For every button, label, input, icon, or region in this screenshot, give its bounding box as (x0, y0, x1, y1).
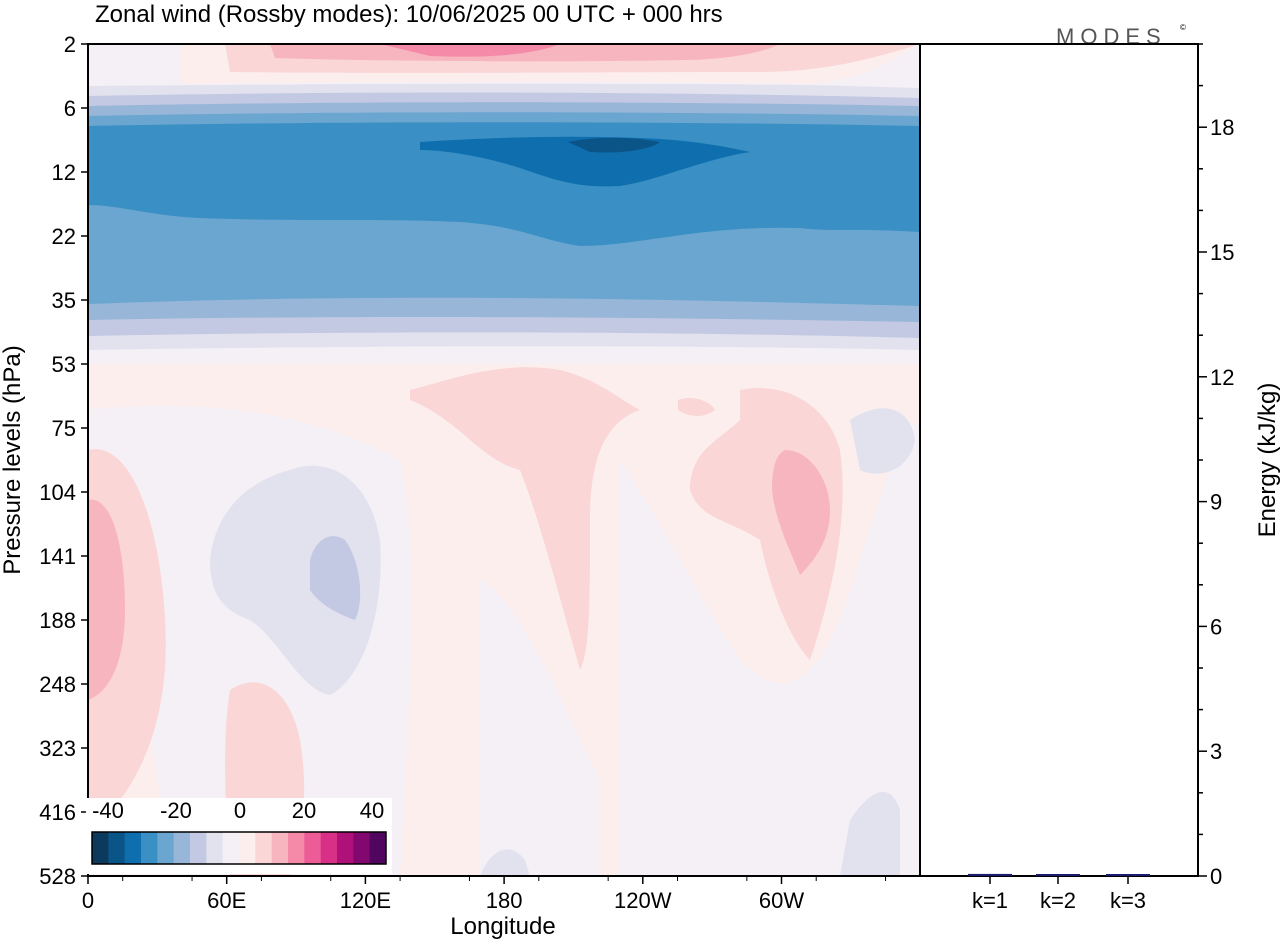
y-tick-label: 53 (52, 352, 76, 377)
y-axis-title: Pressure levels (hPa) (0, 345, 26, 574)
blob-easterly-120E (210, 465, 381, 695)
bar-y-tick-label: 18 (1210, 115, 1234, 140)
colorbar-cell (288, 832, 305, 864)
modes-logo: MODES (1056, 24, 1167, 49)
colorbar-cell (337, 832, 354, 864)
bar-series: k=1 k=2 k=3 (968, 873, 1150, 913)
colorbar-cell (271, 832, 289, 864)
colorbar-label: 20 (292, 798, 316, 823)
colorbar-label: -20 (160, 798, 192, 823)
colorbar-cell (222, 832, 240, 864)
registered-mark: © (1180, 23, 1186, 32)
colorbar-cell (124, 832, 142, 864)
colorbar-label: 0 (234, 798, 246, 823)
colorbar-cell (369, 832, 387, 864)
lobe-westerly-small (678, 398, 715, 416)
y-tick-label: 188 (39, 608, 76, 633)
region-weak-easterly-south (480, 580, 600, 876)
colorbar-cell (206, 832, 224, 864)
x-tick-label: 180 (486, 888, 523, 913)
blob-easterly-lower-east (840, 791, 900, 876)
y-tick-label: 248 (39, 672, 76, 697)
colorbar-cell (320, 832, 338, 864)
heatmap-panel (88, 44, 920, 876)
lobe-westerly-60W (690, 388, 843, 660)
bar-category-label: k=1 (972, 888, 1008, 913)
x-tick-label: 120E (340, 888, 391, 913)
lobe-westerly-180 (410, 367, 640, 670)
bar-y-tick-label: 6 (1210, 614, 1222, 639)
colorbar-cell (353, 832, 371, 864)
y-tick-label: 323 (39, 736, 76, 761)
energy-axis-title: Energy (kJ/kg) (1254, 383, 1280, 538)
bar-k=1 (968, 873, 1012, 876)
bar-y-tick-label: 3 (1210, 739, 1222, 764)
x-axis-title: Longitude (450, 913, 555, 940)
blob-easterly-120E-core (310, 536, 361, 620)
strat-band-core (568, 137, 660, 153)
bar-y-axis: 0 3 6 9 12 15 18 (1198, 43, 1234, 889)
y-tick-label: 22 (52, 224, 76, 249)
y-tick-label: 35 (52, 288, 76, 313)
bar-y-tick-label: 15 (1210, 240, 1234, 265)
lobe-westerly-60W-core (772, 450, 830, 575)
y-tick-label: 6 (64, 96, 76, 121)
strat-band-6 (420, 136, 750, 187)
y-tick-label: 75 (52, 416, 76, 441)
colorbar-cell (141, 832, 158, 864)
blob-easterly-lower-180 (480, 849, 530, 876)
colorbar-label: -40 (92, 798, 124, 823)
bar-k=3 (1106, 874, 1150, 876)
chart-title: Zonal wind (Rossby modes): 10/06/2025 00… (95, 1, 723, 28)
colorbar-cell (173, 832, 191, 864)
bar-k=2 (1036, 874, 1080, 876)
colorbar: -40 -20 0 20 40 (86, 798, 392, 874)
colorbar-frame (91, 831, 387, 865)
y-tick-label: 528 (39, 864, 76, 889)
bar-category-label: k=3 (1110, 888, 1146, 913)
y-tick-label: 104 (39, 480, 76, 505)
bar-y-tick-label: 9 (1210, 490, 1222, 515)
region-weak-easterly-east (620, 420, 920, 876)
colorbar-cell (239, 832, 256, 864)
x-axis: 0 60E 120E 180 120W 60W (82, 876, 887, 913)
colorbar-cell (157, 832, 175, 864)
colorbar-cell (108, 832, 126, 864)
lobe-westerly-0-core (88, 499, 125, 700)
bar-panel-frame (919, 43, 1199, 877)
colorbar-cell (92, 832, 109, 864)
y-tick-label: 2 (64, 32, 76, 57)
colorbar-cell (190, 832, 207, 864)
bar-y-tick-label: 12 (1210, 365, 1234, 390)
y-tick-label: 416 (39, 800, 76, 825)
x-tick-label: 60W (759, 888, 804, 913)
colorbar-cell (255, 832, 273, 864)
y-tick-label: 12 (52, 160, 76, 185)
colorbar-cell (304, 832, 322, 864)
region-easterly-patch-east (850, 408, 915, 474)
top-layer-westerly-core (380, 44, 560, 57)
colorbar-label: 40 (360, 798, 384, 823)
bar-y-tick-label: 0 (1210, 864, 1222, 889)
x-tick-label: 120W (614, 888, 672, 913)
bar-category-label: k=2 (1040, 888, 1076, 913)
y-axis-left: 2 6 12 22 35 53 75 104 141 188 248 323 416 528 (39, 32, 88, 889)
x-tick-label: 0 (82, 888, 94, 913)
x-tick-label: 60E (207, 888, 246, 913)
y-tick-label: 141 (39, 544, 76, 569)
